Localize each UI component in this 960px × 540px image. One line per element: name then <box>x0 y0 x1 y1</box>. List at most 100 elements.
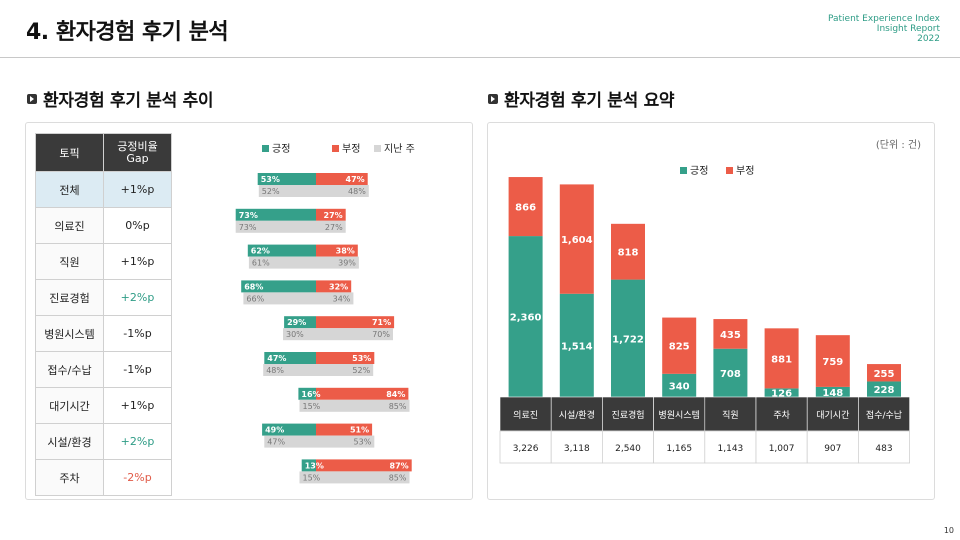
right-section-title: 환자경험 후기 분석 요약 <box>488 86 675 111</box>
bar-positive <box>301 459 316 472</box>
label-positive: 62% <box>251 247 270 256</box>
header-divider <box>0 57 960 58</box>
category-label: 주차 <box>773 409 790 421</box>
value-negative: 825 <box>669 342 690 353</box>
category-label: 병원시스템 <box>658 409 699 421</box>
bar-negative <box>764 328 799 389</box>
legend-label: 지난 주 <box>384 143 415 155</box>
left-section-title: 환자경험 후기 분석 추이 <box>27 86 214 111</box>
bar-positive <box>611 279 645 397</box>
label-positive: 53% <box>261 175 280 184</box>
bar-negative <box>662 317 697 374</box>
topic-name: 대기시간 <box>35 387 104 424</box>
label-positive: 49% <box>265 426 284 435</box>
label-negative: 84% <box>386 390 405 399</box>
total-value: 1,143 <box>718 444 744 454</box>
topic-name: 직원 <box>35 243 104 280</box>
value-negative: 255 <box>874 369 895 380</box>
total-cell <box>857 430 910 464</box>
topic-name: 시설/환경 <box>35 423 104 460</box>
bar-positive <box>262 423 316 436</box>
bar-positive <box>713 348 748 397</box>
label-previous-positive: 48% <box>266 366 284 375</box>
bar-positive <box>235 208 316 221</box>
category-cell <box>550 396 603 432</box>
total-value: 3,118 <box>564 444 590 454</box>
topic-row: 병원시스템 -1%p <box>35 315 172 352</box>
bar-previous <box>258 185 369 197</box>
trend-panel: 토픽 긍정비율 Gap 전체 +1%p 의료진 0%p 직원 +1%p 진료경험 +2%p 병원… <box>25 122 473 500</box>
topic-row: 전체 +1%p <box>35 171 172 208</box>
bar-positive <box>508 236 543 397</box>
bar-negative <box>508 177 543 237</box>
label-previous-negative: 70% <box>372 330 390 339</box>
category-cell <box>755 396 808 432</box>
report-meta: Patient Experience Index Insight Report … <box>828 14 940 44</box>
value-positive: 340 <box>669 381 690 392</box>
label-negative: 27% <box>324 211 343 220</box>
label-previous-negative: 52% <box>352 366 370 375</box>
label-previous-positive: 73% <box>239 223 257 232</box>
bar-positive <box>241 280 316 293</box>
bar-negative <box>316 423 373 436</box>
bar-positive <box>815 386 850 397</box>
value-positive: 126 <box>771 389 792 400</box>
category-cell <box>499 396 552 432</box>
bar-negative <box>815 335 850 387</box>
topic-gap: +1%p <box>103 171 172 208</box>
legend-swatch <box>332 145 339 152</box>
label-previous-negative: 85% <box>389 402 407 411</box>
category-label: 의료진 <box>513 410 538 421</box>
report-meta-line: 2022 <box>917 34 940 44</box>
total-value: 2,540 <box>615 444 641 454</box>
topic-gap: -1%p <box>103 351 172 388</box>
total-cell <box>704 430 757 464</box>
value-negative: 881 <box>771 354 792 365</box>
label-previous-positive: 66% <box>246 294 264 303</box>
value-positive: 1,722 <box>612 334 644 345</box>
bar-negative <box>316 352 375 364</box>
bar-positive <box>764 388 799 397</box>
topic-gap: -2%p <box>103 459 172 496</box>
bar-negative <box>713 319 748 349</box>
total-cell <box>550 430 603 464</box>
value-negative: 759 <box>822 357 843 368</box>
value-positive: 148 <box>822 388 843 399</box>
total-value: 1,007 <box>769 444 795 454</box>
topic-name: 전체 <box>35 171 104 208</box>
chevron-right-icon <box>488 93 498 104</box>
category-label: 진료경험 <box>611 409 644 421</box>
legend-label: 부정 <box>342 143 360 155</box>
bar-negative <box>316 244 358 257</box>
label-previous-negative: 34% <box>333 294 351 303</box>
label-positive: 29% <box>287 318 306 327</box>
total-value: 1,165 <box>666 444 692 454</box>
label-previous-negative: 39% <box>338 259 356 268</box>
label-negative: 71% <box>372 318 391 327</box>
bar-negative <box>559 184 594 294</box>
bar-negative <box>316 208 346 221</box>
page-title: 4. 환자경험 후기 분석 <box>26 20 229 45</box>
left-section-title-text: 환자경험 후기 분석 추이 <box>43 91 214 111</box>
trend-chart: 긍정 부정 지난 주 53% 47% 52% 48% 73% 27% 73% 27% 62% 38% 61… <box>235 143 415 484</box>
legend-swatch <box>680 167 687 174</box>
category-cell <box>806 396 859 432</box>
bar-previous <box>248 256 359 269</box>
legend-label: 부정 <box>736 165 754 177</box>
bar-positive <box>559 293 594 397</box>
topic-row: 시설/환경 +2%p <box>35 423 172 460</box>
bar-negative <box>316 173 368 185</box>
value-positive: 1,514 <box>561 341 593 352</box>
category-label: 시설/환경 <box>559 409 595 421</box>
topic-row: 접수/수납 -1%p <box>35 351 172 388</box>
category-label: 접수/수납 <box>866 409 902 421</box>
value-positive: 708 <box>720 369 741 380</box>
topic-row: 대기시간 +1%p <box>35 387 172 424</box>
bar-positive <box>247 244 316 257</box>
topic-gap: -1%p <box>103 315 172 352</box>
bar-previous <box>243 292 354 305</box>
label-negative: 32% <box>329 282 348 291</box>
label-previous-positive: 30% <box>286 330 304 339</box>
topic-name: 병원시스템 <box>35 315 104 352</box>
category-label: 직원 <box>722 410 739 421</box>
